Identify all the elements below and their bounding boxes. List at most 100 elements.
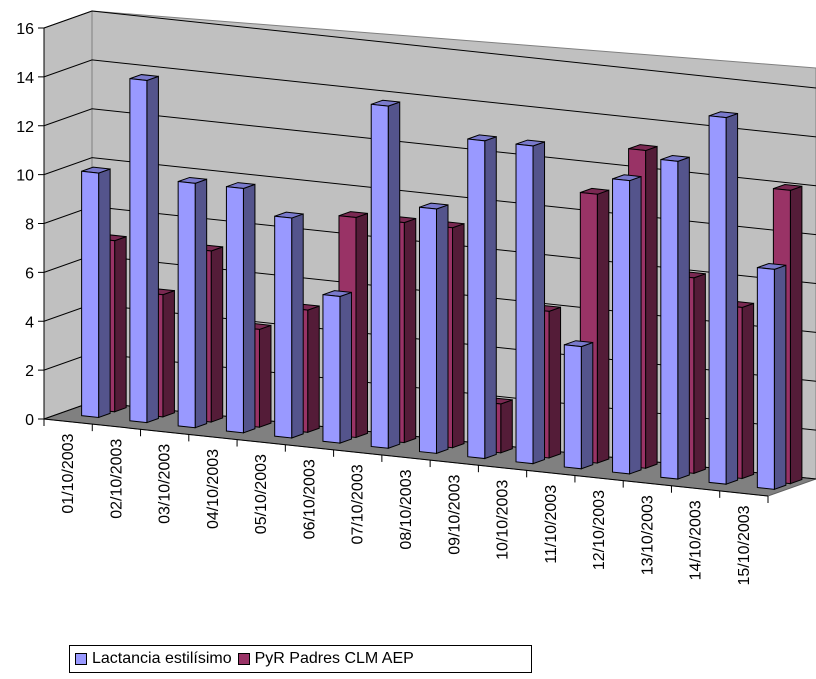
bar-side	[677, 156, 690, 480]
bar-front	[370, 103, 389, 449]
legend-item-series-2: PyR Padres CLM AEP	[237, 650, 414, 668]
bar-1-5	[274, 211, 304, 439]
x-tick-label: 13/10/2003	[639, 495, 656, 575]
y-tick-label: 10	[16, 168, 34, 185]
bar-side	[98, 168, 111, 419]
legend-label-series-2: PyR Padres CLM AEP	[254, 650, 414, 667]
y-tick-label: 12	[16, 119, 34, 136]
x-tick-label: 07/10/2003	[350, 464, 367, 544]
bar-side	[452, 222, 465, 449]
bar-side	[146, 75, 159, 424]
bar-1-12	[612, 174, 642, 475]
bar-side	[532, 141, 546, 465]
bar-front	[515, 143, 534, 465]
bar-front	[225, 186, 244, 434]
bar-1-10	[515, 139, 546, 465]
bar-side	[435, 204, 449, 455]
bar-2-15	[772, 183, 803, 485]
x-axis-ticks: 01/10/2003 02/10/2003 03/10/2003 04/10/2003…	[43, 419, 769, 586]
bars	[81, 74, 803, 491]
bar-side	[387, 101, 401, 449]
bar-1-8	[418, 202, 449, 455]
x-tick-label: 09/10/2003	[446, 475, 463, 555]
bar-side	[258, 324, 272, 428]
x-tick-label: 08/10/2003	[398, 469, 415, 549]
gridline	[43, 108, 816, 187]
bar-side	[580, 341, 594, 470]
gridline	[43, 10, 816, 89]
bar-1-2	[129, 74, 159, 424]
x-tick-label: 04/10/2003	[205, 449, 222, 529]
bar-side	[596, 189, 610, 464]
bar-side	[548, 306, 562, 459]
bar-side	[210, 246, 224, 423]
y-axis-ticks: 0 2 4 6 8 10 12 14 16	[16, 21, 44, 429]
x-axis-line	[43, 418, 769, 497]
bar-side	[500, 399, 513, 454]
legend-swatch-series-2	[237, 653, 250, 665]
bar-1-4	[225, 182, 256, 434]
y-tick-label: 2	[25, 363, 34, 380]
bar-side	[114, 235, 127, 413]
bar-front	[274, 215, 293, 439]
x-tick-label: 12/10/2003	[591, 490, 608, 570]
bar-side	[307, 305, 320, 434]
bar-1-13	[660, 154, 690, 480]
bar-side	[194, 178, 208, 429]
bar-front	[756, 267, 775, 490]
bar-1-15	[756, 262, 787, 491]
bar-1-3	[177, 176, 208, 429]
bar-1-9	[467, 134, 497, 460]
y-tick-label: 8	[25, 217, 34, 234]
bar-front	[418, 206, 437, 454]
x-tick-label: 01/10/2003	[60, 433, 77, 513]
legend-item-series-1: Lactancia estilísimo	[75, 650, 232, 668]
gridline	[43, 157, 816, 236]
legend-swatch-series-1	[75, 653, 87, 665]
bar-1-7	[370, 99, 401, 449]
x-tick-label: 05/10/2003	[253, 454, 270, 534]
x-tick-label: 03/10/2003	[157, 444, 174, 524]
x-tick-label: 02/10/2003	[108, 439, 125, 519]
bar-1-14	[708, 111, 739, 485]
x-tick-label: 10/10/2003	[495, 480, 512, 560]
y-tick-label: 0	[25, 412, 34, 429]
gridline	[43, 59, 816, 138]
bar-front	[177, 180, 196, 429]
bar-side	[242, 183, 256, 434]
bar-front	[708, 115, 727, 485]
bar-side	[403, 217, 417, 444]
y-tick-label: 4	[25, 314, 34, 331]
bar-front	[563, 344, 582, 470]
bar-side	[355, 212, 369, 439]
legend: Lactancia estilísimo PyR Padres CLM AEP	[69, 645, 532, 673]
y-tick-label: 6	[25, 265, 34, 282]
y-tick-label: 14	[16, 70, 34, 87]
bar-front	[467, 138, 486, 460]
x-tick-label: 06/10/2003	[301, 459, 318, 539]
bar-1-11	[563, 340, 594, 470]
bar-side	[741, 302, 755, 480]
bar-1-1	[81, 166, 111, 419]
bar-side	[339, 291, 352, 444]
bar-front	[81, 170, 100, 419]
y-tick-label: 16	[16, 21, 34, 38]
bar-front	[612, 178, 631, 475]
bar-side	[693, 273, 706, 475]
x-tick-label: 11/10/2003	[543, 485, 560, 564]
bar-side	[291, 213, 304, 439]
bar-front	[660, 158, 679, 480]
legend-label-series-1: Lactancia estilísimo	[92, 650, 232, 667]
bar-side	[162, 289, 175, 418]
bar-side	[725, 112, 739, 485]
bar-side	[773, 264, 787, 491]
bar-side	[645, 145, 658, 469]
bar-side	[629, 175, 642, 475]
bar-side	[484, 136, 497, 460]
x-tick-label: 15/10/2003	[736, 505, 753, 585]
bar-front	[129, 78, 148, 424]
bar-front	[322, 294, 341, 444]
bar-1-6	[322, 290, 352, 444]
x-tick-label: 14/10/2003	[688, 500, 705, 580]
